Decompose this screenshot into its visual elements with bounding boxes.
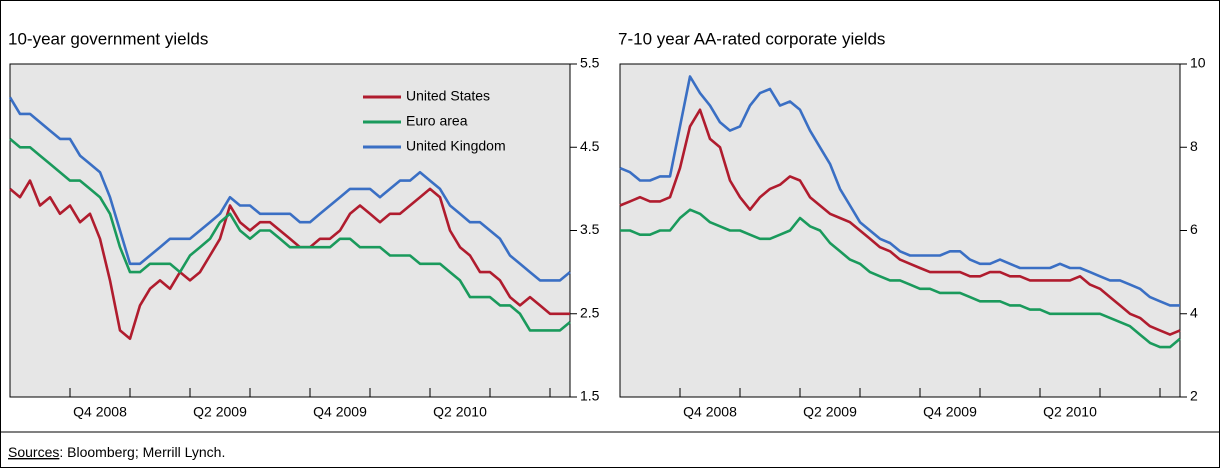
series-line [8,96,571,282]
y-tick-label: 2.5 [580,304,600,320]
series-line [9,179,570,340]
chart-title: 7-10 year AA-rated corporate yields [618,29,885,48]
x-tick-label: Q2 2009 [803,404,857,420]
y-tick-label: 5.5 [580,55,600,71]
x-tick-label: Q4 2008 [73,404,127,420]
x-tick-label: Q2 2010 [1043,404,1097,420]
series-line [619,75,1180,307]
legend-label: Euro area [406,113,468,129]
x-tick-label: Q4 2009 [923,404,977,420]
y-tick-label: 1.5 [580,388,600,404]
plot-area [619,63,1181,398]
source-note: Sources: Bloomberg; Merrill Lynch. [8,444,225,460]
plot-area [9,63,571,398]
legend-label: United States [406,88,490,104]
y-tick-label: 3.5 [580,221,600,237]
y-tick-label: 2 [1190,388,1198,404]
legend-label: United Kingdom [406,138,506,154]
x-tick-label: Q2 2009 [193,404,247,420]
source-text: : Bloomberg; Merrill Lynch. [59,444,225,460]
series-line [620,208,1181,349]
x-tick-label: Q4 2008 [683,404,737,420]
series-line [9,137,571,332]
series-line [619,108,1181,336]
chart-title: 10-year government yields [8,29,208,48]
y-tick-label: 10 [1190,55,1206,71]
y-tick-label: 4 [1190,304,1198,320]
source-label: Sources [8,444,59,460]
x-tick-label: Q2 2010 [433,404,487,420]
y-tick-label: 8 [1190,138,1198,154]
x-tick-label: Q4 2009 [313,404,367,420]
y-tick-label: 4.5 [580,138,600,154]
y-tick-label: 6 [1190,221,1198,237]
